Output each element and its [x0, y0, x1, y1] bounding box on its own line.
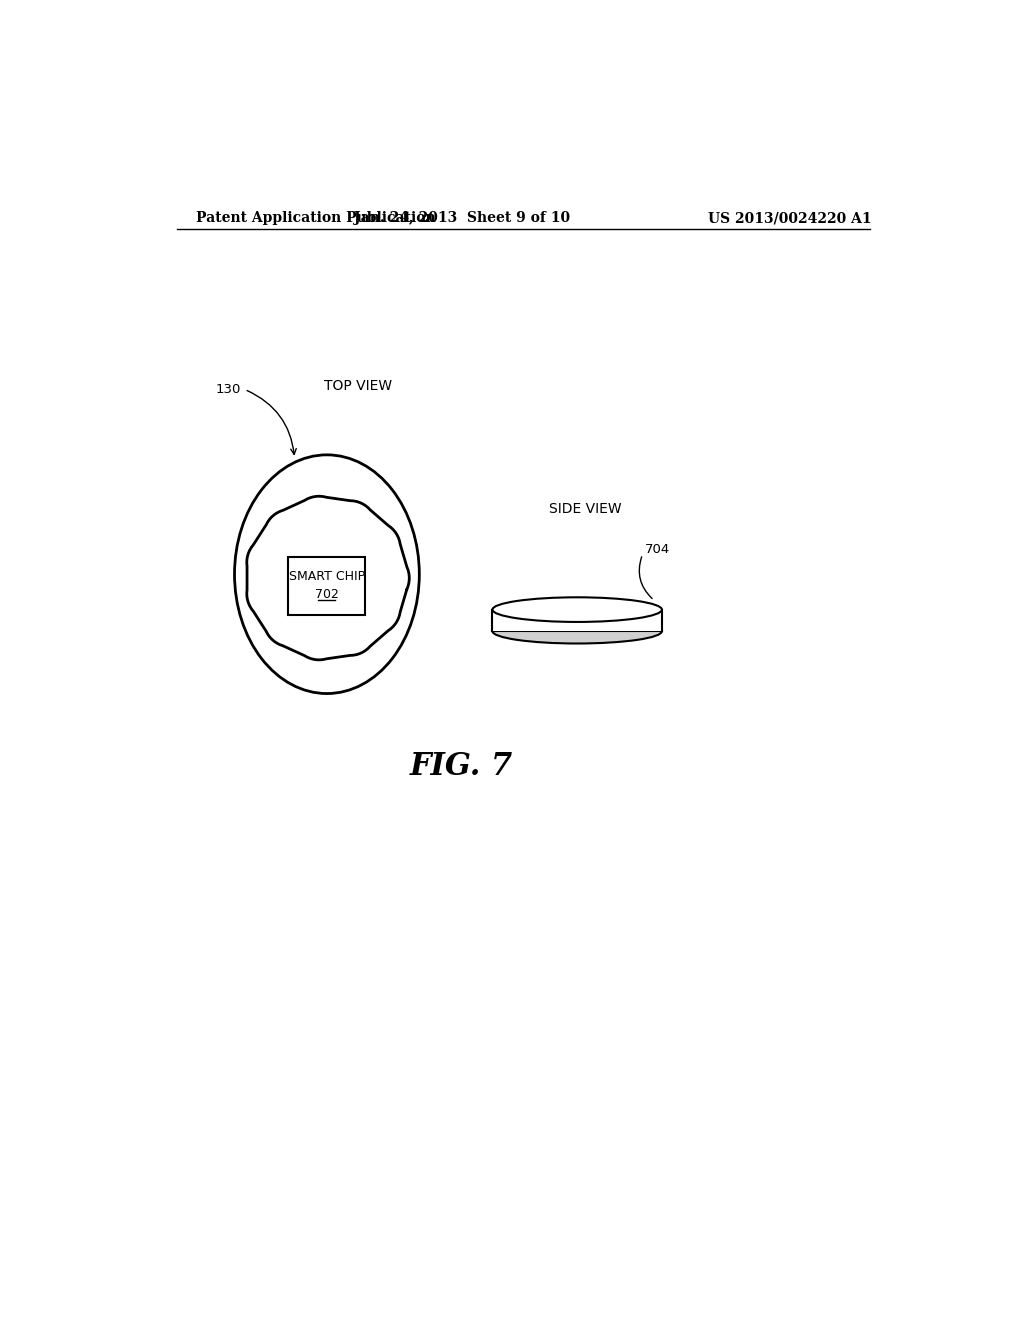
Text: TOP VIEW: TOP VIEW [324, 379, 392, 392]
Ellipse shape [493, 597, 662, 622]
Text: SMART CHIP: SMART CHIP [289, 570, 365, 583]
Text: Jan. 24, 2013  Sheet 9 of 10: Jan. 24, 2013 Sheet 9 of 10 [353, 211, 569, 226]
Text: 704: 704 [645, 543, 670, 556]
Text: US 2013/0024220 A1: US 2013/0024220 A1 [708, 211, 871, 226]
Text: 130: 130 [215, 383, 241, 396]
Bar [493, 610, 662, 631]
Text: Patent Application Publication: Patent Application Publication [196, 211, 435, 226]
Text: 702: 702 [315, 589, 339, 602]
Ellipse shape [493, 619, 662, 644]
Text: SIDE VIEW: SIDE VIEW [549, 502, 622, 516]
Bar [289, 557, 366, 615]
Text: FIG. 7: FIG. 7 [410, 751, 513, 783]
